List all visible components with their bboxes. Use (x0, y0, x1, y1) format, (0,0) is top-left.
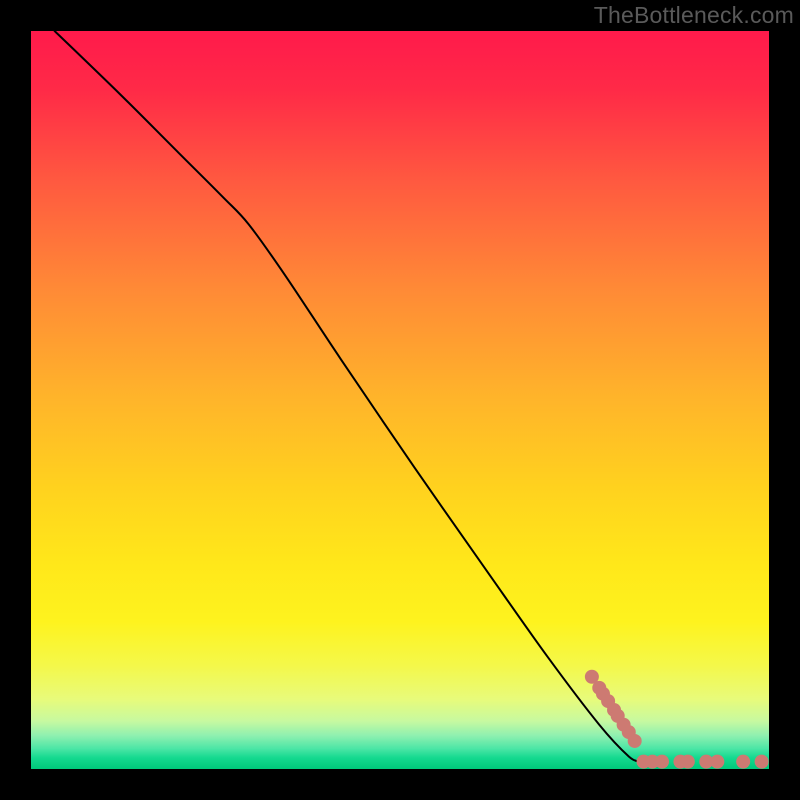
chart-frame: TheBottleneck.com (0, 0, 800, 800)
data-marker (755, 755, 769, 769)
data-marker (655, 755, 669, 769)
data-marker (681, 755, 695, 769)
gradient-background (31, 31, 769, 769)
data-marker (736, 755, 750, 769)
chart-svg (31, 31, 769, 769)
data-marker (628, 734, 642, 748)
data-marker (710, 755, 724, 769)
watermark-text: TheBottleneck.com (594, 2, 794, 29)
plot-area (31, 31, 769, 769)
